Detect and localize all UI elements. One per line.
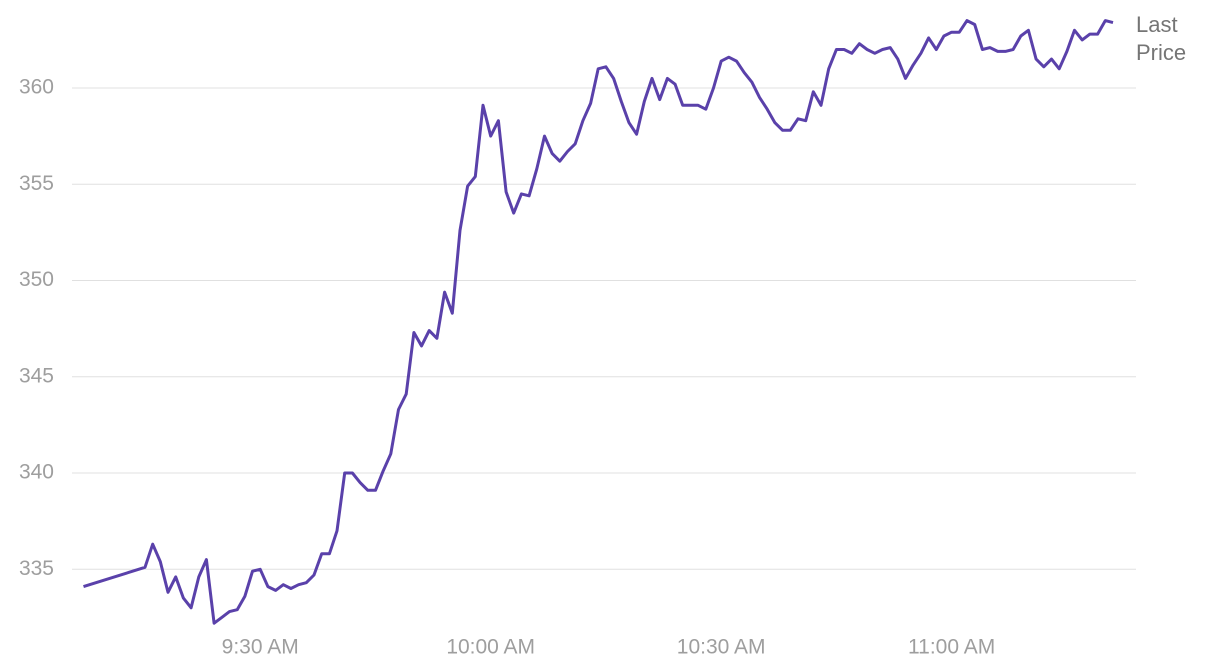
x-tick-label: 11:00 AM (908, 636, 995, 659)
y-tick-label: 355 (19, 172, 54, 195)
y-tick-label: 345 (19, 364, 54, 387)
y-tick-label: 360 (19, 76, 54, 99)
series-label: Last Price (1136, 12, 1187, 65)
x-tick-label: 9:30 AM (222, 636, 299, 659)
x-tick-label: 10:30 AM (677, 636, 766, 659)
price-line (83, 19, 1114, 625)
y-tick-label: 340 (19, 461, 54, 484)
y-tick-label: 350 (19, 268, 54, 291)
y-tick-label: 335 (19, 557, 54, 580)
x-tick-label: 10:00 AM (446, 636, 535, 659)
